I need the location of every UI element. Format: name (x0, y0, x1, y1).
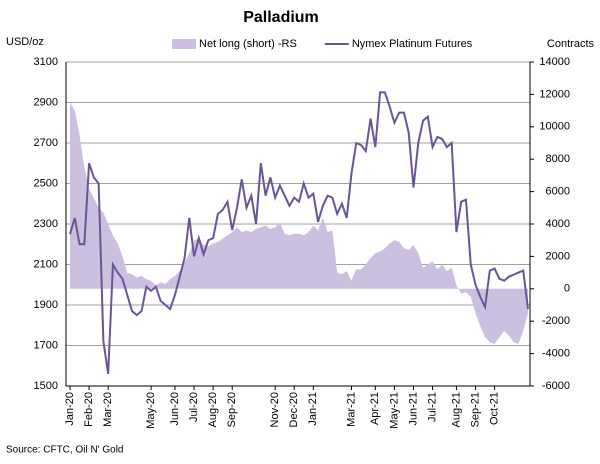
y-tick-label: 3100 (34, 56, 58, 68)
x-tick-label: May-20 (145, 392, 157, 429)
x-tick-label: Mar-21 (345, 392, 357, 427)
y2-tick-label: 4000 (546, 218, 570, 230)
y-tick-label: 2700 (34, 137, 58, 149)
legend-swatch (172, 39, 196, 49)
x-tick-label: Oct-21 (489, 392, 501, 425)
x-tick-label: Sep-21 (469, 392, 481, 427)
y-axis-label: USD/oz (6, 36, 44, 48)
x-tick-label: Dec-20 (288, 392, 300, 427)
x-tick-label: Jul-20 (188, 392, 200, 422)
legend-label: Net long (short) -RS (199, 38, 297, 50)
x-tick-label: Jul-21 (426, 392, 438, 422)
x-tick-label: May-21 (388, 392, 400, 429)
x-tick-label: Nov-20 (269, 392, 281, 427)
y2-tick-label: 12000 (539, 88, 570, 100)
line (69, 91, 529, 374)
y-tick-label: 2900 (34, 96, 58, 108)
x-tick-label: Jan-20 (64, 392, 76, 426)
y-tick-label: 2500 (34, 177, 58, 189)
y2-tick-label: -4000 (542, 348, 570, 360)
y-tick-label: 2100 (34, 258, 58, 270)
x-tick-label: Aug-20 (207, 392, 219, 427)
x-tick-label: Feb-20 (83, 392, 95, 427)
y2-tick-label: 6000 (546, 186, 570, 198)
y2-tick-label: 0 (564, 283, 570, 295)
y-tick-label: 1500 (34, 380, 58, 392)
y-tick-label: 1700 (34, 339, 58, 351)
y-tick-label: 1900 (34, 299, 58, 311)
x-tick-label: Jun-20 (169, 392, 181, 426)
y2-axis-label: Contracts (547, 38, 595, 50)
x-tick-label: Jan-21 (307, 392, 319, 426)
x-tick-label: Aug-21 (450, 392, 462, 427)
source-note: Source: CFTC, Oil N' Gold (6, 445, 124, 456)
area (70, 102, 528, 344)
y-tick-label: 2300 (34, 218, 58, 230)
y2-tick-label: 10000 (539, 121, 570, 133)
x-tick-label: Jun-21 (407, 392, 419, 426)
y2-tick-label: 2000 (546, 250, 570, 262)
x-tick-label: Sep-20 (226, 392, 238, 427)
legend-label: Nymex Platinum Futures (352, 38, 473, 50)
x-tick-label: Apr-21 (369, 392, 381, 425)
y2-tick-label: 8000 (546, 153, 570, 165)
x-tick-label: Mar-20 (102, 392, 114, 427)
y2-tick-label: 14000 (539, 56, 570, 68)
y2-tick-label: -2000 (542, 315, 570, 327)
chart-title: Palladium (243, 9, 319, 26)
y2-tick-label: -6000 (542, 380, 570, 392)
